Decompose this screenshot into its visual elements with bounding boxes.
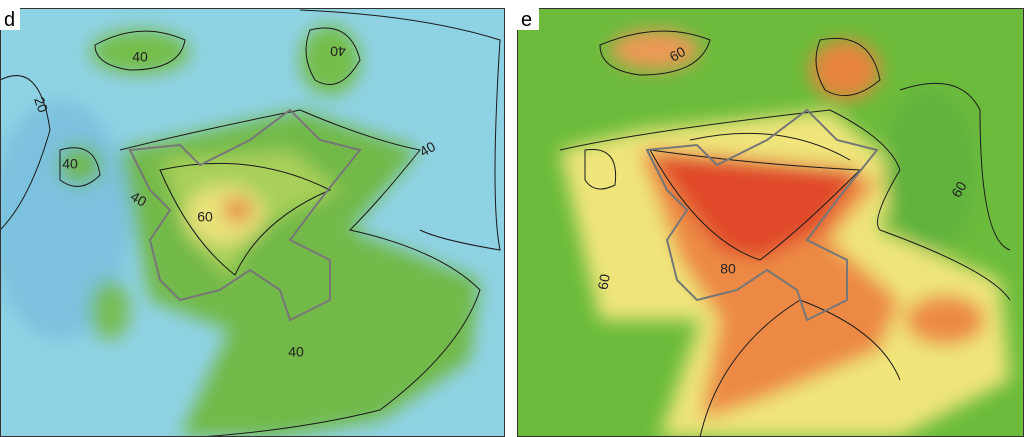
contour-label: 40 <box>288 344 304 360</box>
panel-d <box>0 8 505 437</box>
panel-label: d <box>4 9 15 31</box>
contour-label: 40 <box>128 188 150 210</box>
contour-label: 60 <box>594 273 612 291</box>
contour-label: 40 <box>417 138 439 160</box>
contour-label: 60 <box>197 209 213 225</box>
contour-label: 60 <box>667 43 689 65</box>
contour-label: 60 <box>948 178 970 200</box>
contour-label: 40 <box>132 49 148 65</box>
label-box <box>517 8 539 30</box>
label-box <box>0 8 20 30</box>
contour-label: 40 <box>330 43 346 59</box>
panel-label: e <box>521 9 532 31</box>
panel-e <box>517 8 1024 437</box>
contour-label: 20 <box>31 95 51 115</box>
contour-label: 80 <box>720 261 736 277</box>
contour-label: 40 <box>62 156 78 172</box>
